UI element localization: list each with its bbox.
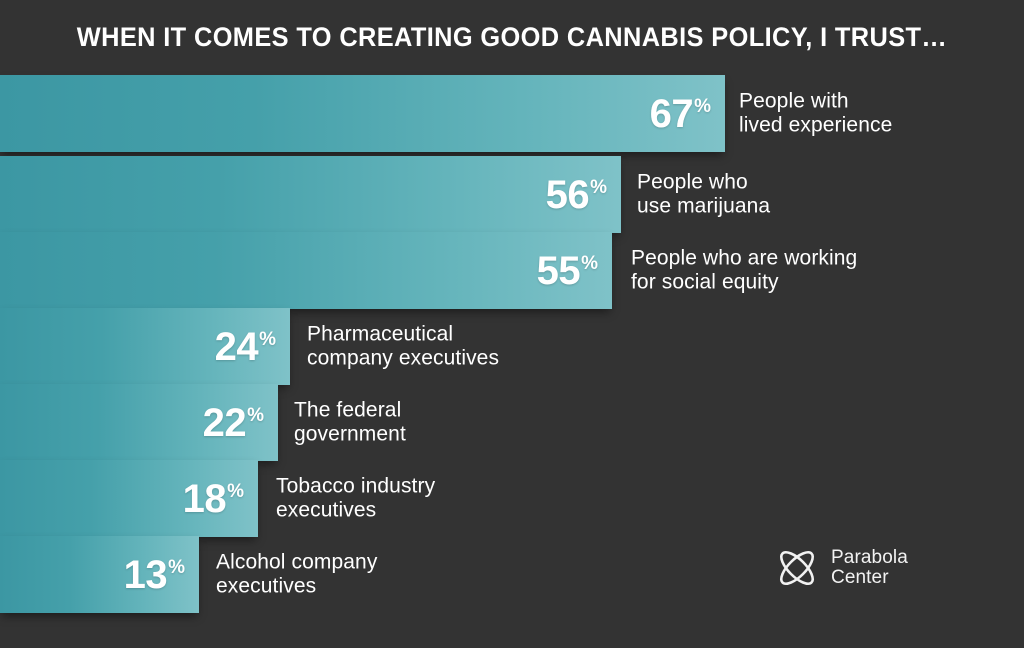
bar-value: 22%	[203, 403, 264, 443]
bar-value: 56%	[546, 175, 607, 215]
bar-row: 22% The federal government	[0, 384, 1024, 461]
logo-wordmark: Parabola Center	[831, 546, 908, 588]
bar-value-number: 22	[202, 400, 247, 445]
bar-value-percent-sign: %	[168, 556, 185, 578]
bar-value-number: 56	[545, 172, 590, 217]
logo-line-parabola: Parabola	[831, 546, 908, 568]
page-title: WHEN IT COMES TO CREATING GOOD CANNABIS …	[76, 22, 948, 52]
bar-value: 55%	[537, 251, 598, 291]
bar-category-label: People who use marijuana	[637, 169, 771, 218]
bar-row: 18% Tobacco industry executives	[0, 460, 1024, 537]
bar-category-label: People with lived experience	[739, 88, 893, 137]
logo-line-center: Center	[831, 567, 889, 588]
bar-category-label: People who are working for social equity	[631, 245, 858, 294]
chart-title-container: WHEN IT COMES TO CREATING GOOD CANNABIS …	[0, 0, 1024, 75]
bar-value-percent-sign: %	[581, 252, 598, 274]
bar-category-label: Pharmaceutical company executives	[307, 321, 500, 370]
bar-segment: 67%	[0, 75, 725, 152]
bar-row: 67% People with lived experience	[0, 75, 1024, 152]
bar-value-percent-sign: %	[694, 95, 711, 117]
bar-value-number: 18	[182, 476, 227, 521]
bar-value: 24%	[215, 327, 276, 367]
bar-value-number: 67	[649, 91, 694, 136]
bar-category-label: Alcohol company executives	[216, 549, 378, 598]
bar-category-label: The federal government	[294, 397, 406, 446]
bar-value: 67%	[650, 94, 711, 134]
bar-value: 13%	[124, 555, 185, 595]
bar-segment: 18%	[0, 460, 258, 537]
bar-segment: 56%	[0, 156, 621, 233]
bar-value-number: 13	[123, 552, 168, 597]
bar-value-percent-sign: %	[259, 328, 276, 350]
parabola-center-logo: Parabola Center	[772, 540, 912, 596]
bar-row: 13% Alcohol company executives	[0, 536, 1024, 613]
bar-chart-plot-area: 67% People with lived experience 56% People…	[0, 75, 1024, 615]
bar-segment: 55%	[0, 232, 612, 309]
bar-segment: 13%	[0, 536, 199, 613]
bar-value-percent-sign: %	[590, 176, 607, 198]
bar-value-percent-sign: %	[227, 480, 244, 502]
bar-row: 56% People who use marijuana	[0, 156, 1024, 233]
bar-row: 55% People who are working for social equ…	[0, 232, 1024, 309]
bar-segment: 22%	[0, 384, 278, 461]
parabola-crossed-ellipse-mark-icon	[772, 543, 822, 593]
bar-value: 18%	[183, 479, 244, 519]
bar-category-label: Tobacco industry executives	[276, 473, 436, 522]
bar-segment: 24%	[0, 308, 290, 385]
bar-value-number: 24	[214, 324, 259, 369]
bar-value-number: 55	[536, 248, 581, 293]
bar-value-percent-sign: %	[247, 404, 264, 426]
bar-row: 24% Pharmaceutical company executives	[0, 308, 1024, 385]
